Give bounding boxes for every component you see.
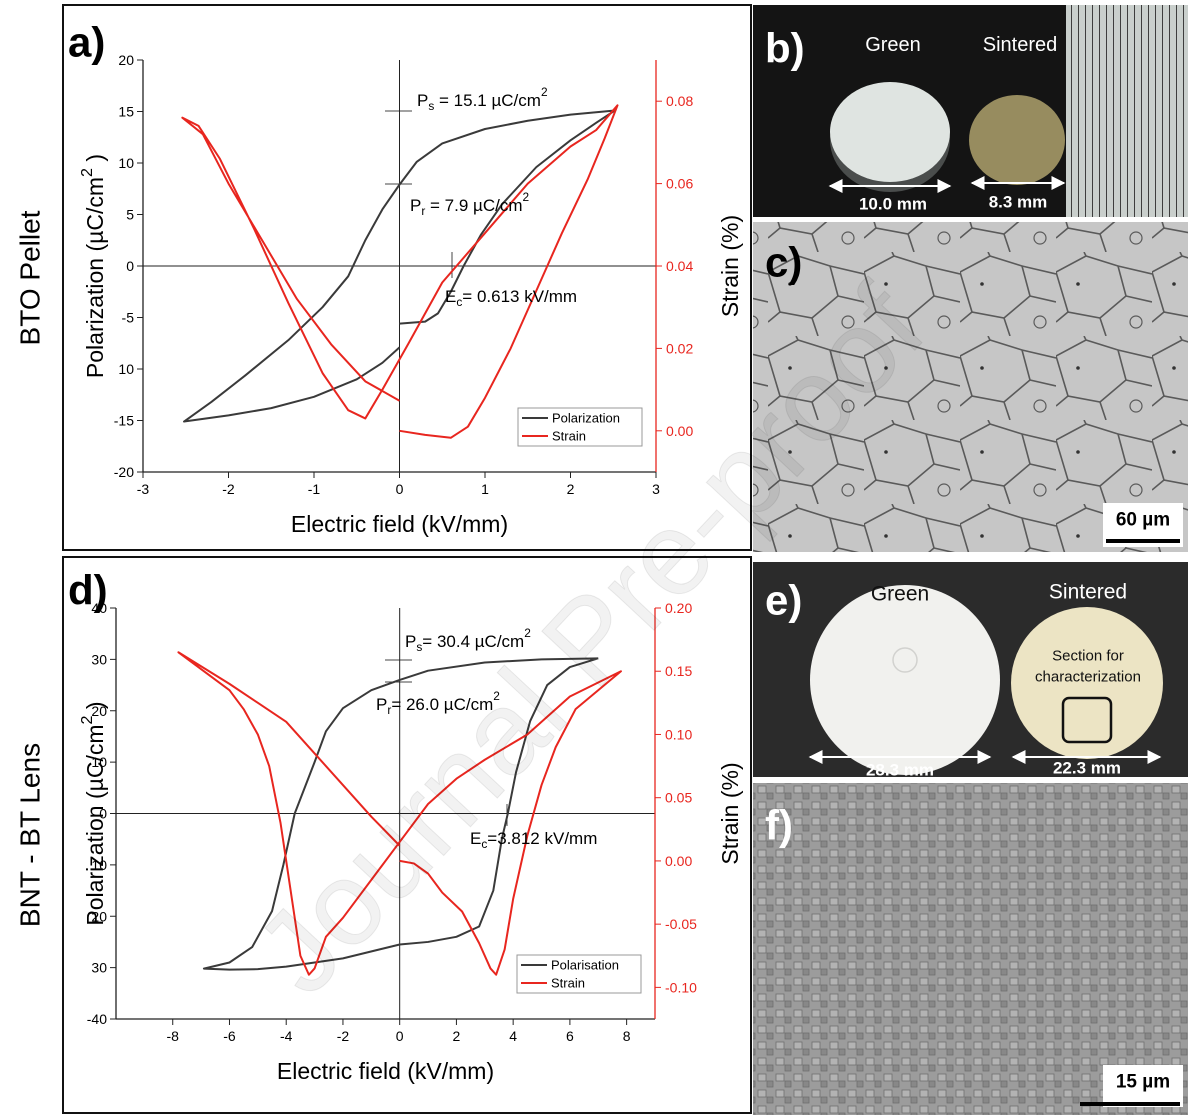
y2-axis-title: Strain (%) bbox=[717, 762, 743, 864]
photo-caption: Sintered bbox=[1049, 581, 1127, 604]
x-tick-label: -2 bbox=[222, 481, 235, 497]
y2-tick-label: 0.02 bbox=[666, 340, 693, 356]
x-axis-title: Electric field (kV/mm) bbox=[277, 1058, 494, 1084]
scale-label: 15 µm bbox=[1116, 1072, 1170, 1093]
legend-label: Strain bbox=[551, 976, 585, 991]
text-part: ) bbox=[82, 154, 108, 168]
y2-tick-label: 0.10 bbox=[665, 726, 692, 742]
photo-note: characterization bbox=[1035, 669, 1141, 686]
panel-label: e) bbox=[765, 577, 802, 624]
size-label: 22.3 mm bbox=[1053, 759, 1121, 778]
y2-axis-title: Strain (%) bbox=[717, 215, 743, 317]
panel-label: b) bbox=[765, 25, 805, 72]
y-tick-label: -20 bbox=[114, 464, 134, 480]
y-tick-label: 5 bbox=[126, 207, 134, 223]
text-part: P bbox=[410, 196, 421, 215]
photo-f: f) 15 µm bbox=[753, 783, 1188, 1115]
text-part: = 15.1 µC/cm bbox=[434, 91, 541, 110]
x-tick-label: -3 bbox=[137, 481, 150, 497]
x-tick-label: 4 bbox=[509, 1028, 517, 1044]
y-tick-label: -5 bbox=[122, 310, 135, 326]
x-tick-label: -8 bbox=[167, 1028, 180, 1044]
y-tick-label: 10 bbox=[118, 361, 134, 377]
y-tick-label: 20 bbox=[118, 52, 134, 68]
y2-tick-label: 0.00 bbox=[665, 853, 692, 869]
y2-tick-label: 0.04 bbox=[666, 258, 693, 274]
text-part: ) bbox=[82, 701, 108, 715]
y-tick-label: -40 bbox=[87, 1011, 107, 1027]
green-pellet bbox=[830, 82, 950, 182]
x-tick-label: 8 bbox=[623, 1028, 631, 1044]
text-part: 2 bbox=[78, 168, 96, 177]
green-lens bbox=[810, 585, 1000, 775]
text-part: Polarization (µC/cm bbox=[82, 177, 108, 378]
legend-label: Polarisation bbox=[551, 958, 619, 973]
text-part: 2 bbox=[78, 715, 96, 724]
legend-label: Polarization bbox=[552, 411, 620, 426]
text-part: P bbox=[376, 695, 387, 714]
photo-e: e) Green Sintered Section for characteri… bbox=[753, 562, 1188, 780]
x-tick-label: 1 bbox=[481, 481, 489, 497]
page: {"row_labels": ["BTO Pellet", "BNT - BT … bbox=[0, 0, 1188, 1115]
photo-caption: Green bbox=[865, 34, 921, 56]
photo-caption: Sintered bbox=[983, 34, 1058, 56]
photo-note: Section for bbox=[1052, 648, 1124, 665]
row-label: BNT - BT Lens bbox=[15, 743, 46, 927]
panel-frame bbox=[63, 5, 751, 550]
ruler bbox=[1066, 5, 1188, 217]
y-axis-title: Polarization (µC/cm2 ) bbox=[78, 154, 108, 378]
x-axis-title: Electric field (kV/mm) bbox=[291, 511, 508, 537]
y2-tick-label: -0.05 bbox=[665, 916, 697, 932]
text-part: =3.812 kV/mm bbox=[487, 829, 597, 848]
photo-caption: Green bbox=[871, 583, 929, 606]
scale-label: 60 µm bbox=[1116, 510, 1170, 531]
y-axis-title: Polarization (µC/cm2 ) bbox=[78, 701, 108, 925]
photo-b: b) Green Sintered 10.0 mm 8.3 mm bbox=[753, 5, 1188, 217]
y2-tick-label: 0.08 bbox=[666, 93, 693, 109]
x-tick-label: 0 bbox=[396, 481, 404, 497]
x-tick-label: 0 bbox=[396, 1028, 404, 1044]
y-tick-label: -15 bbox=[114, 413, 134, 429]
y-tick-label: 40 bbox=[91, 600, 107, 616]
x-tick-label: 2 bbox=[567, 481, 575, 497]
y2-tick-label: -0.10 bbox=[665, 979, 697, 995]
panel-label: a) bbox=[68, 19, 105, 66]
text-part: 2 bbox=[523, 190, 530, 204]
y-tick-label: 15 bbox=[118, 104, 134, 120]
x-tick-label: -1 bbox=[308, 481, 321, 497]
y2-tick-label: 0.05 bbox=[665, 790, 692, 806]
y2-tick-label: 0.15 bbox=[665, 663, 692, 679]
text-part: = 0.613 kV/mm bbox=[462, 287, 577, 306]
y2-tick-label: 0.06 bbox=[666, 176, 693, 192]
x-tick-label: -2 bbox=[337, 1028, 350, 1044]
x-tick-label: 6 bbox=[566, 1028, 574, 1044]
size-label: 8.3 mm bbox=[989, 193, 1048, 212]
y-tick-label: 30 bbox=[91, 651, 107, 667]
sintered-pellet bbox=[969, 95, 1065, 185]
x-tick-label: -6 bbox=[223, 1028, 236, 1044]
x-tick-label: 2 bbox=[453, 1028, 461, 1044]
text-part: P bbox=[417, 91, 428, 110]
text-part: = 7.9 µC/cm bbox=[425, 196, 522, 215]
legend-label: Strain bbox=[552, 429, 586, 444]
figure: BTO Pellet BNT - BT Lens b) Green Sinter… bbox=[0, 0, 1188, 1115]
annotation: Ps = 15.1 µC/cm2 bbox=[417, 85, 548, 113]
x-tick-label: -4 bbox=[280, 1028, 293, 1044]
text-part: Polarization (µC/cm bbox=[82, 724, 108, 925]
annotation: Ec= 0.613 kV/mm bbox=[445, 287, 577, 310]
text-part: E bbox=[445, 287, 456, 306]
panel-label: f) bbox=[765, 802, 793, 849]
text-part: P bbox=[405, 632, 416, 651]
y-tick-label: 0 bbox=[126, 258, 134, 274]
y-tick-label: 30 bbox=[91, 960, 107, 976]
size-label: 10.0 mm bbox=[859, 195, 927, 214]
row-label: BTO Pellet bbox=[15, 210, 46, 345]
text-part: 2 bbox=[541, 85, 548, 99]
panel-label: c) bbox=[765, 239, 802, 286]
size-label: 28.3 mm bbox=[866, 761, 934, 780]
y-tick-label: 10 bbox=[118, 155, 134, 171]
